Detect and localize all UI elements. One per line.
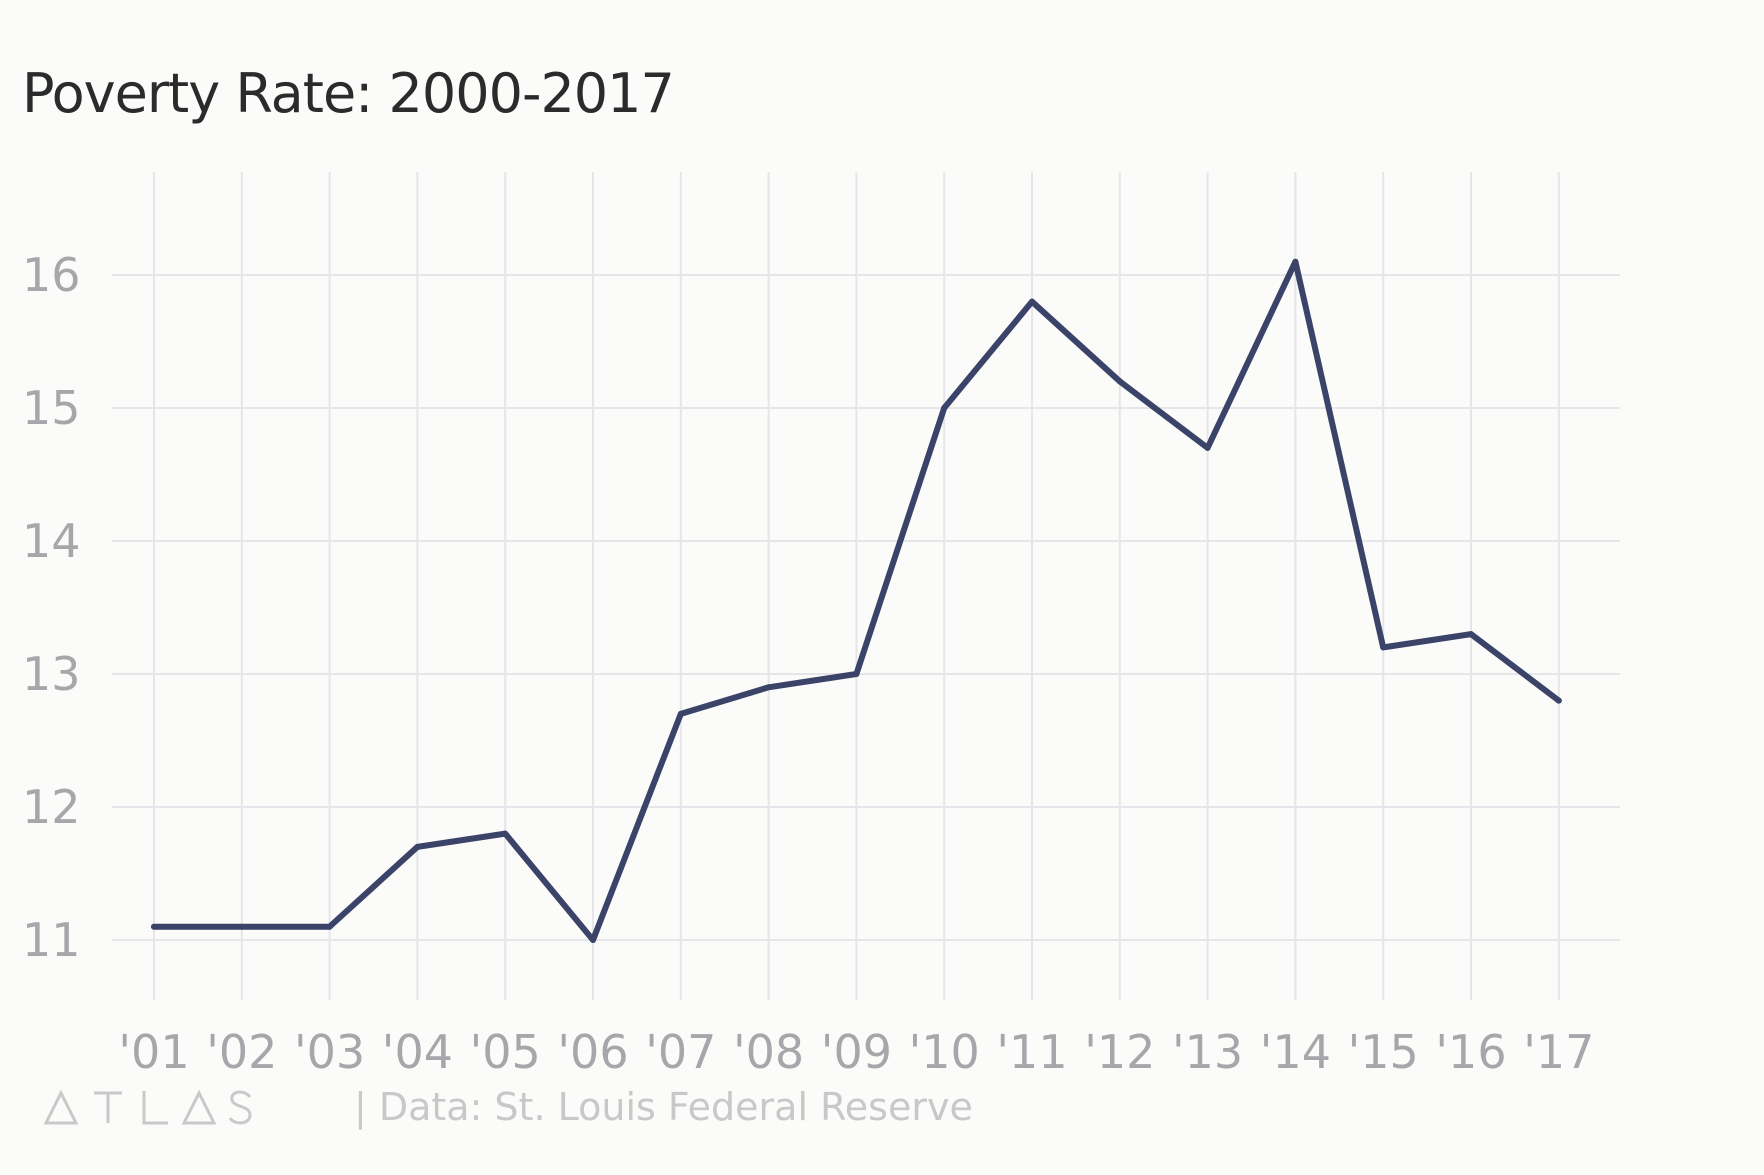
y-axis-tick-labels: 11 12 13 14 15 16 xyxy=(22,248,81,967)
x-tick-label: '10 xyxy=(909,1025,980,1079)
x-tick-label: '04 xyxy=(382,1025,453,1079)
y-tick-label: 13 xyxy=(22,647,81,701)
data-point xyxy=(1292,258,1299,265)
source-separator: | xyxy=(354,1085,367,1129)
y-tick-label: 16 xyxy=(22,248,81,302)
x-tick-label: '15 xyxy=(1348,1025,1419,1079)
x-tick-label: '16 xyxy=(1435,1025,1506,1079)
x-tick-label: '05 xyxy=(470,1025,541,1079)
x-tick-label: '01 xyxy=(118,1025,189,1079)
data-point xyxy=(1116,378,1123,385)
data-point xyxy=(1380,644,1387,651)
data-point xyxy=(502,830,509,837)
x-tick-label: '09 xyxy=(821,1025,892,1079)
data-source: Data: St. Louis Federal Reserve xyxy=(378,1085,973,1129)
data-point xyxy=(853,671,860,677)
data-point xyxy=(1204,444,1211,451)
atlas-logo xyxy=(44,1087,254,1127)
data-point xyxy=(1555,697,1562,704)
x-tick-label: '17 xyxy=(1523,1025,1594,1079)
x-tick-label: '13 xyxy=(1172,1025,1243,1079)
data-point xyxy=(941,405,948,411)
horizontal-gridlines xyxy=(112,274,1620,941)
series-group xyxy=(151,258,1562,943)
data-point xyxy=(326,923,333,930)
x-tick-label: '07 xyxy=(645,1025,716,1079)
y-tick-label: 12 xyxy=(22,780,81,834)
y-tick-label: 14 xyxy=(22,514,81,568)
data-point xyxy=(1029,298,1035,305)
data-point xyxy=(590,937,596,943)
x-tick-label: '14 xyxy=(1260,1025,1331,1079)
x-tick-label: '03 xyxy=(294,1025,365,1079)
data-point xyxy=(238,923,245,930)
atlas-wordmark xyxy=(44,1089,252,1125)
x-axis-tick-labels: '01 '02 '03 '04 '05 '06 '07 '08 '09 '10 '11 '12 '13 '… xyxy=(118,1025,1594,1079)
y-tick-label: 11 xyxy=(22,913,81,967)
x-tick-label: '08 xyxy=(733,1025,804,1079)
data-point xyxy=(677,710,684,717)
data-point xyxy=(414,843,421,850)
data-point xyxy=(151,923,157,930)
x-tick-label: '02 xyxy=(206,1025,277,1079)
x-tick-label: '06 xyxy=(557,1025,628,1079)
footer: | Data: St. Louis Federal Reserve xyxy=(44,1085,973,1129)
data-point xyxy=(765,684,772,691)
x-tick-label: '11 xyxy=(996,1025,1067,1079)
x-tick-label: '12 xyxy=(1084,1025,1155,1079)
chart-title: Poverty Rate: 2000-2017 xyxy=(22,62,675,125)
y-tick-label: 15 xyxy=(22,381,81,435)
data-point xyxy=(1468,631,1474,638)
vertical-gridlines xyxy=(153,172,1560,1000)
